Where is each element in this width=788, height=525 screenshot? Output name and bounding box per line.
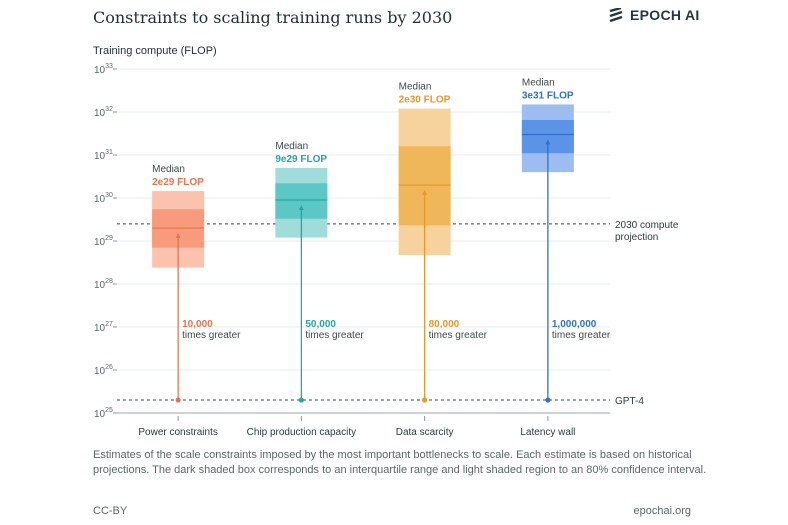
- multiplier-suffix: times greater: [182, 330, 241, 341]
- chart-title: Constraints to scaling training runs by …: [93, 8, 453, 27]
- gpt4-point: [422, 397, 428, 403]
- median-value-label: 3e31 FLOP: [522, 90, 574, 101]
- y-tick-base: 10: [94, 237, 106, 248]
- license-text: CC-BY: [93, 505, 128, 517]
- arrow-head: [545, 139, 551, 145]
- y-tick-label: 1027: [94, 321, 113, 334]
- multiplier-suffix: times greater: [552, 330, 611, 341]
- y-tick-label: 1029: [94, 235, 113, 248]
- y-tick-label: 1033: [94, 63, 113, 76]
- reference-line-label: projection: [615, 232, 658, 243]
- y-tick-base: 10: [94, 108, 106, 119]
- median-label-prefix: Median: [522, 77, 555, 88]
- x-tick-label: Chip production capacity: [247, 427, 357, 438]
- reference-line-label: GPT-4: [615, 396, 644, 407]
- y-tick-exponent: 32: [105, 106, 113, 113]
- y-tick-exponent: 31: [105, 149, 113, 156]
- y-tick-base: 10: [94, 151, 106, 162]
- site-link[interactable]: epochai.org: [633, 505, 692, 517]
- y-tick-base: 10: [94, 194, 106, 205]
- y-tick-base: 10: [94, 366, 106, 377]
- median-value-label: 9e29 FLOP: [275, 154, 327, 165]
- y-tick-base: 10: [94, 65, 106, 76]
- median-label-prefix: Median: [399, 82, 432, 93]
- x-tick-label: Data scarcity: [396, 427, 454, 438]
- median-value-label: 2e30 FLOP: [399, 95, 451, 106]
- multiplier-value: 1,000,000: [552, 319, 597, 330]
- y-tick-base: 10: [94, 280, 106, 291]
- x-tick-label: Latency wall: [520, 427, 575, 438]
- y-tick-exponent: 26: [105, 364, 113, 371]
- y-tick-exponent: 29: [105, 235, 113, 242]
- median-value-label: 2e29 FLOP: [152, 177, 204, 188]
- y-tick-base: 10: [94, 323, 106, 334]
- y-tick-label: 1026: [94, 364, 113, 377]
- y-tick-label: 1028: [94, 278, 113, 291]
- y-tick-label: 1025: [94, 407, 113, 420]
- y-tick-base: 10: [94, 409, 106, 420]
- arrow-head: [298, 204, 304, 210]
- y-tick-exponent: 25: [105, 407, 113, 414]
- y-tick-exponent: 27: [105, 321, 113, 328]
- logo-text: EPOCH AI: [630, 7, 700, 23]
- gpt4-point: [175, 397, 181, 403]
- y-tick-label: 1030: [94, 192, 113, 205]
- epoch-logo-icon: [609, 8, 623, 22]
- median-label-prefix: Median: [152, 164, 185, 175]
- y-tick-label: 1032: [94, 106, 113, 119]
- median-label-prefix: Median: [275, 141, 308, 152]
- y-tick-label: 1031: [94, 149, 113, 162]
- x-tick-label: Power constraints: [138, 427, 217, 438]
- y-tick-exponent: 33: [105, 63, 113, 70]
- multiplier-suffix: times greater: [305, 330, 364, 341]
- chart-caption: Estimates of the scale constraints impos…: [93, 449, 707, 476]
- multiplier-value: 80,000: [429, 319, 460, 330]
- arrow-head: [422, 190, 428, 196]
- multiplier-value: 50,000: [305, 319, 336, 330]
- multiplier-suffix: times greater: [429, 330, 488, 341]
- y-tick-exponent: 28: [105, 278, 113, 285]
- reference-line-label: 2030 compute: [615, 220, 679, 231]
- epoch-ai-logo[interactable]: EPOCH AI: [608, 7, 700, 23]
- y-tick-exponent: 30: [105, 192, 113, 199]
- arrow-head: [175, 233, 181, 239]
- y-axis-label: Training compute (FLOP): [93, 45, 217, 57]
- gpt4-point: [298, 397, 304, 403]
- multiplier-value: 10,000: [182, 319, 213, 330]
- gpt4-point: [545, 397, 551, 403]
